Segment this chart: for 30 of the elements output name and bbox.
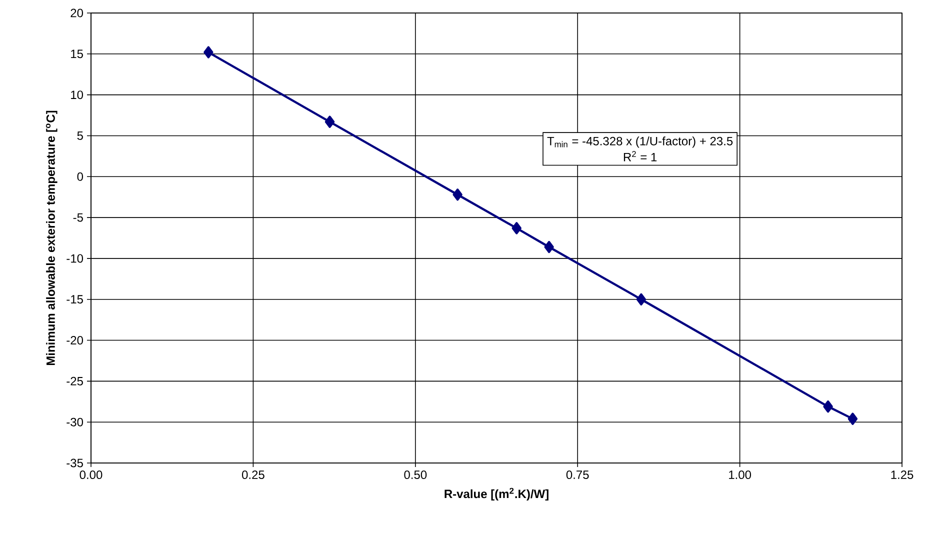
y-tick-label: 20 xyxy=(70,8,84,18)
y-tick-label: -10 xyxy=(66,254,84,263)
point xyxy=(636,293,646,306)
y-tick-label: -35 xyxy=(66,458,83,468)
point xyxy=(512,222,522,234)
point xyxy=(204,46,214,58)
annotation: T$_{min}$ = -45.328 x (1/U-factor) + 23.5 xyxy=(547,136,733,148)
point xyxy=(848,412,858,425)
y-tick-label: 15 xyxy=(71,50,83,58)
y-tick-label: 0 xyxy=(77,172,84,181)
point xyxy=(452,188,462,201)
x-tick-label: 0.25 xyxy=(242,470,264,480)
x-tick-label: 0.75 xyxy=(566,470,589,480)
y-tick-label: -5 xyxy=(73,213,83,222)
point xyxy=(823,400,833,413)
x-tick-label: 0.00 xyxy=(80,470,102,480)
y-tick-label: -15 xyxy=(66,295,83,304)
annotation: R$^{2}$ = 1 xyxy=(624,151,657,162)
y-axis-title: Minimum allowable exterior temperature [$^{o}$C] xyxy=(46,110,58,366)
y-tick-label: -20 xyxy=(66,336,84,345)
point xyxy=(324,116,335,128)
y-tick-label: 10 xyxy=(71,90,84,100)
y-tick-label: -30 xyxy=(66,418,84,426)
point xyxy=(544,240,554,254)
x-axis-title: R-value [(m$^{2}$.K)/W] xyxy=(444,488,548,501)
x-tick-label: 1.00 xyxy=(729,470,752,480)
y-tick-label: 5 xyxy=(77,132,83,140)
x-tick-label: 1.25 xyxy=(891,470,914,480)
x-tick-label: 0.50 xyxy=(404,470,427,480)
y-tick-label: -25 xyxy=(66,376,83,386)
